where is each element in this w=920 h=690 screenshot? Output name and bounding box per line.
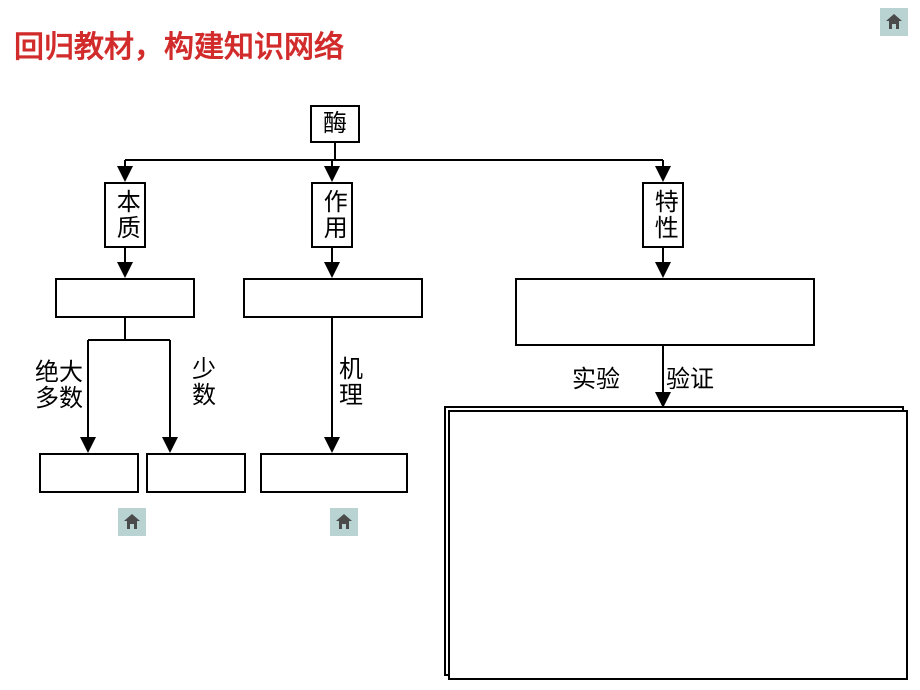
node-big-blank	[448, 410, 908, 680]
node-nature-blank	[55, 278, 195, 318]
home-icon[interactable]	[880, 8, 908, 36]
node-root: 酶	[310, 105, 360, 143]
label-verify: 验证	[666, 367, 714, 393]
node-role-text: 作用	[319, 189, 345, 241]
node-nature: 本质	[104, 182, 146, 248]
node-role: 作用	[311, 182, 353, 248]
node-property-blank	[515, 278, 815, 346]
label-most: 绝大多数	[35, 360, 83, 413]
home-icon[interactable]	[330, 508, 358, 536]
node-role-blank	[243, 278, 423, 318]
node-property: 特性	[642, 182, 684, 248]
node-nature-text: 本质	[112, 189, 138, 241]
home-icon[interactable]	[118, 508, 146, 536]
node-left-leaf-1	[39, 453, 139, 493]
label-experiment: 实验	[572, 367, 620, 393]
node-property-text: 特性	[650, 189, 676, 241]
label-mechanism: 机理	[339, 357, 363, 410]
slide-title: 回归教材，构建知识网络	[14, 22, 344, 66]
node-left-leaf-2	[146, 453, 246, 493]
label-few: 少数	[192, 357, 216, 410]
node-role-leaf	[260, 453, 408, 493]
